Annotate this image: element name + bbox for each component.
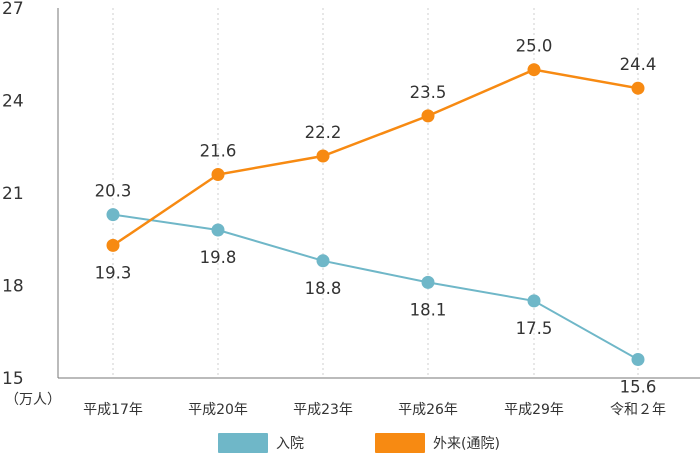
y-tick-label-3: 18 <box>2 277 24 297</box>
x-tick-label-2: 平成23年 <box>293 402 353 418</box>
series-1-data-label-3: 23.5 <box>410 83 447 102</box>
x-tick-labels: 平成17年 平成20年 平成23年 平成26年 平成29年 令和２年 <box>83 402 666 418</box>
legend-label-outpatient: 外来(通院) <box>433 436 500 452</box>
y-tick-label-2: 21 <box>2 184 24 204</box>
series-1-point-2 <box>316 149 330 163</box>
series-0-data-label-1: 19.8 <box>200 248 237 267</box>
series-1-point-4 <box>527 63 541 77</box>
series-1-point-0 <box>106 238 120 252</box>
series-1-point-5 <box>631 81 645 95</box>
y-tick-label-0: 27 <box>2 0 24 19</box>
series-0-point-4 <box>527 294 541 308</box>
y-unit-label: （万人） <box>5 392 61 408</box>
series-1-data-label-2: 22.2 <box>305 123 342 142</box>
series-line-1 <box>112 68 639 247</box>
x-tick-label-5: 令和２年 <box>610 402 666 418</box>
legend-label-inpatient: 入院 <box>276 436 304 452</box>
series-0-data-label-5: 15.6 <box>620 378 657 397</box>
series-group <box>106 63 645 366</box>
y-tick-label-1: 24 <box>2 92 24 112</box>
x-tick-label-0: 平成17年 <box>83 402 143 418</box>
series-1-data-label-0: 19.3 <box>95 263 132 282</box>
series-0-point-3 <box>421 275 435 289</box>
x-tick-label-4: 平成29年 <box>504 402 564 418</box>
series-0-point-0 <box>106 208 120 222</box>
data-labels: 20.3 19.3 19.8 21.6 18.8 22.2 18.1 23.5 17.5 25.0… <box>95 37 657 397</box>
legend: 入院 外来(通院) <box>218 433 500 453</box>
x-tick-label-3: 平成26年 <box>398 402 458 418</box>
series-line-0 <box>112 213 639 361</box>
series-0-data-label-4: 17.5 <box>516 319 553 338</box>
series-0-point-2 <box>316 254 330 268</box>
series-1-point-3 <box>421 109 435 123</box>
y-tick-labels: 27 24 21 18 15 <box>2 0 24 389</box>
series-0-data-label-3: 18.1 <box>410 300 447 319</box>
y-tick-label-4: 15 <box>2 369 24 389</box>
series-1-data-label-5: 24.4 <box>620 55 657 74</box>
x-tick-label-1: 平成20年 <box>188 402 248 418</box>
series-0-data-label-2: 18.8 <box>305 279 342 298</box>
axes <box>57 8 700 379</box>
series-0-point-5 <box>631 353 645 366</box>
grid-lines <box>112 8 639 378</box>
series-1-data-label-4: 25.0 <box>516 37 553 56</box>
series-1-data-label-1: 21.6 <box>200 142 237 161</box>
legend-swatch-outpatient <box>375 433 425 453</box>
series-1-point-1 <box>211 168 225 181</box>
series-0-point-1 <box>211 223 225 237</box>
series-0-data-label-0: 20.3 <box>95 182 132 201</box>
legend-swatch-inpatient <box>218 433 268 453</box>
